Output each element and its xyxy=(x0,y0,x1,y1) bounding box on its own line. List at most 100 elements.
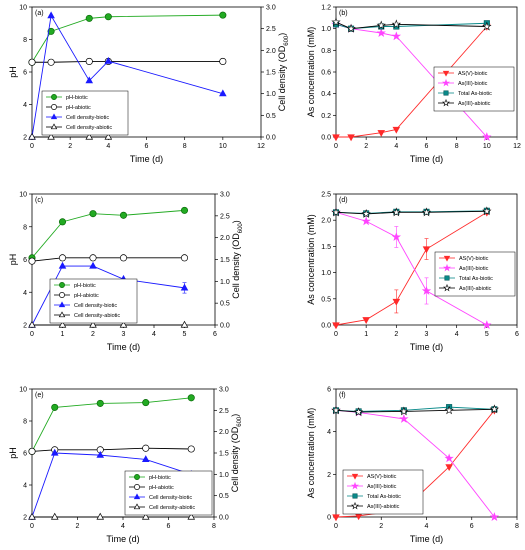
legend-marker xyxy=(133,503,141,510)
data-point xyxy=(219,57,227,65)
y2-tick-label: 1.0 xyxy=(266,91,276,98)
x-tick-label: 4 xyxy=(152,331,156,338)
panel-a: 0 2 4 6 8 10 122468100.00.51.01.52.02.53.0Time… xyxy=(8,5,290,165)
legend-label: pH-biotic xyxy=(149,475,171,481)
y2-axis-title: Cell density (OD600) xyxy=(277,33,290,112)
x-tick-label: 10 xyxy=(219,143,227,150)
x-tick-label: 4 xyxy=(121,523,125,530)
data-point xyxy=(332,322,340,330)
x-tick-label: 8 xyxy=(183,143,187,150)
data-point xyxy=(391,19,402,29)
legend-label: AS(V)-biotic xyxy=(367,474,397,480)
legend-label: Cell density-biotic xyxy=(149,495,192,501)
y2-title-end: ) xyxy=(230,414,240,417)
panel-label: (d) xyxy=(339,197,348,204)
data-point xyxy=(28,132,36,140)
y-tick-label: 4 xyxy=(23,290,27,297)
y-tick-label: 4 xyxy=(23,483,27,490)
y-tick-label: 10 xyxy=(19,5,27,12)
data-point xyxy=(58,320,67,328)
x-tick-label: 0 xyxy=(30,523,34,530)
legend-label: Cell density-abiotic xyxy=(66,125,112,131)
y-tick-label: 10 xyxy=(19,387,27,394)
series-ph-abiotic xyxy=(28,254,189,265)
y-tick-label: 6 xyxy=(23,70,27,77)
x-tick-label: 12 xyxy=(513,143,521,150)
y-tick-label: 8 xyxy=(23,419,27,426)
data-point xyxy=(58,218,67,226)
panel-label: (c) xyxy=(35,197,43,204)
data-point xyxy=(104,132,113,140)
y2-title-subscript: 600 xyxy=(238,223,244,234)
series-line xyxy=(31,14,223,63)
data-point xyxy=(96,450,105,458)
series-cell-density-abiotic xyxy=(28,320,189,328)
x-tick-label: 12 xyxy=(257,143,265,150)
legend-marker xyxy=(51,104,57,110)
data-point xyxy=(89,261,97,269)
y-tick-label: 4 xyxy=(23,102,27,109)
data-point xyxy=(85,57,93,65)
data-point xyxy=(85,76,94,84)
series-cell-density-biotic xyxy=(28,11,227,140)
data-point xyxy=(180,320,189,328)
data-point xyxy=(50,448,59,456)
x-tick-label: 2 xyxy=(91,331,95,338)
series-ph-biotic xyxy=(28,206,189,262)
y2-tick-label: 1.0 xyxy=(220,279,230,286)
y-axis-title: pH xyxy=(8,66,18,78)
data-point xyxy=(399,406,409,416)
legend-label: Total As-biotic xyxy=(367,494,401,500)
legend-label: Cell density-biotic xyxy=(66,115,109,121)
data-point xyxy=(376,20,386,30)
legend-marker xyxy=(443,283,451,292)
data-point xyxy=(187,445,195,453)
y-tick-label: 2.5 xyxy=(321,192,331,199)
y-tick-label: 0.6 xyxy=(321,70,331,77)
y2-title-subscript: 600 xyxy=(284,35,290,46)
y2-tick-label: 1.0 xyxy=(219,472,229,479)
x-tick-label: 3 xyxy=(425,331,429,338)
data-point xyxy=(421,286,432,295)
data-point xyxy=(187,394,195,402)
legend-label: AS(V)-biotic xyxy=(458,71,488,77)
data-point xyxy=(219,89,227,97)
x-axis-title: Time (d) xyxy=(410,342,443,352)
legend-label: As(III)-biotic xyxy=(458,81,488,87)
legend-label: pH-biotic xyxy=(74,283,96,289)
y-axis-title: As concentration (mM) xyxy=(306,408,316,499)
legend-label: As(III)-biotic xyxy=(367,484,397,490)
y-tick-label: 1.2 xyxy=(321,5,331,12)
x-tick-label: 4 xyxy=(455,331,459,338)
data-point xyxy=(89,210,97,218)
series-line xyxy=(335,21,487,30)
data-point xyxy=(58,254,67,262)
legend-label: pH-abiotic xyxy=(66,105,91,111)
y-tick-label: 8 xyxy=(23,37,27,44)
data-point xyxy=(444,405,454,415)
data-point xyxy=(180,254,189,262)
x-tick-label: 2 xyxy=(364,143,368,150)
data-point xyxy=(180,283,189,291)
data-point xyxy=(346,23,356,33)
series-cell-density-abiotic xyxy=(28,132,113,140)
y2-tick-label: 0.0 xyxy=(266,135,276,142)
data-point xyxy=(482,132,492,141)
legend-marker xyxy=(59,292,65,298)
y2-tick-label: 2.5 xyxy=(220,213,230,220)
data-point xyxy=(353,407,364,417)
y-tick-label: 0.0 xyxy=(321,323,331,330)
panel-c: 0 1 2 3 4 5 6 2 4 6 8 10 0.0 0.5 1.0 1.5 2.0 2.5 3.0 Time (… xyxy=(8,192,244,353)
x-tick-label: 3 xyxy=(122,331,126,338)
x-tick-label: 1 xyxy=(364,331,368,338)
y2-tick-label: 0.5 xyxy=(266,113,276,120)
legend: AS(V)-biotic As(III)-biotic Total As-bioti… xyxy=(433,66,515,112)
data-point xyxy=(119,211,128,219)
y-tick-label: 2 xyxy=(23,515,27,522)
series-as-iii-abiotic xyxy=(331,404,500,417)
x-tick-label: 5 xyxy=(485,331,489,338)
data-point xyxy=(47,132,55,140)
legend-marker xyxy=(133,493,141,500)
series-line xyxy=(32,60,223,63)
data-point xyxy=(85,132,94,140)
